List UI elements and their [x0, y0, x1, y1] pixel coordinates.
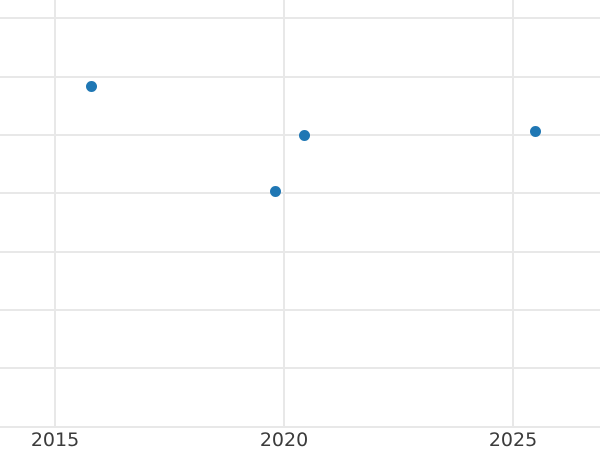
h-gridline [0, 251, 600, 253]
data-point [298, 129, 310, 141]
data-point [85, 80, 97, 92]
h-gridline [0, 309, 600, 311]
h-gridline [0, 426, 600, 428]
v-gridline [54, 0, 56, 427]
v-gridline [283, 0, 285, 427]
x-tick-label-2020: 2020 [259, 429, 309, 450]
h-gridline [0, 17, 600, 19]
h-gridline [0, 367, 600, 369]
x-tick-label-2025: 2025 [488, 429, 538, 450]
data-point [269, 185, 281, 197]
v-gridline [512, 0, 514, 427]
data-point [529, 125, 541, 137]
h-gridline [0, 76, 600, 78]
h-gridline [0, 192, 600, 194]
x-tick-label-2015: 2015 [30, 429, 80, 450]
